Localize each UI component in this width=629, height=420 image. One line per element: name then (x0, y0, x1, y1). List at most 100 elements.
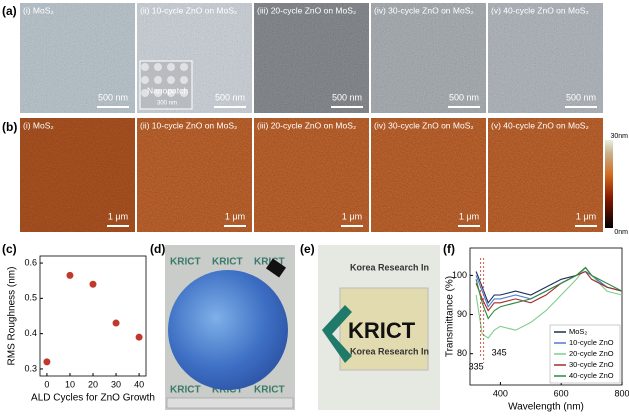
nanopatch-dot (154, 76, 162, 84)
x-axis-label: ALD Cycles for ZnO Growth (31, 393, 155, 404)
image-title: (iii) 20-cycle ZnO on MoS₂ (257, 120, 356, 130)
photo-text: KRICT (212, 385, 243, 396)
colorbar-max: 30nm (610, 133, 628, 140)
afm-shade (20, 118, 135, 232)
colorbar (605, 140, 613, 228)
clamp (266, 258, 286, 278)
plot-frame (39, 255, 147, 377)
photo-text: KRICT (170, 257, 201, 268)
series-line (475, 270, 623, 312)
photo-text: Korea Research In (350, 346, 429, 356)
wafer (168, 270, 288, 390)
point (43, 358, 51, 366)
y-tick-label: 0.3 (24, 363, 37, 373)
afm-image (371, 118, 486, 232)
afm-image (137, 118, 252, 232)
nanopatch-dot (180, 76, 188, 84)
scale-bar-label: 1 μm (225, 211, 245, 221)
nanopatch-dot (167, 76, 175, 84)
photo-text: KRICT (212, 257, 243, 268)
image-title: (iii) 20-cycle ZnO on MoS₂ (257, 5, 356, 15)
film (339, 287, 429, 371)
x-tick-label: 10 (65, 379, 75, 389)
colorbar-min: 0nm (614, 229, 628, 236)
afm-shade (488, 118, 603, 232)
legend-entry: 40-cycle ZnO (569, 371, 614, 380)
y-tick-label: 80 (457, 348, 467, 358)
nanopatch-dot (141, 89, 149, 97)
y-axis-label: RMS Roughness (nm) (7, 267, 18, 366)
series-line (475, 266, 623, 320)
legend-entry: 20-cycle ZnO (569, 349, 614, 358)
image-title: (v) 40-cycle ZnO on MoS₂ (491, 120, 589, 130)
afm-image (254, 118, 369, 232)
photo-text: KRICT (348, 318, 416, 343)
y-axis-label: Transmittance (%) (445, 276, 456, 357)
y-tick-label: 0.4 (24, 328, 37, 338)
image-title: (i) MoS₂ (23, 120, 54, 130)
photo-text: KRICT (254, 257, 285, 268)
y-tick-label: 100 (452, 270, 467, 280)
nanopatch-dot (154, 89, 162, 97)
sem-shade (488, 3, 603, 113)
legend-entry: MoS₂ (569, 327, 587, 336)
sem-shade (371, 3, 486, 113)
scale-bar-label: 500 nm (449, 92, 479, 102)
panel-label: (c) (2, 242, 17, 256)
y-tick-label: 0.6 (24, 257, 37, 267)
x-tick-label: 0 (44, 379, 49, 389)
ruler (166, 397, 294, 409)
scale-bar-label: 1 μm (342, 211, 362, 221)
y-tick-label: 0.5 (24, 293, 37, 303)
scale-bar-label: 1 μm (576, 211, 596, 221)
logo-shape (322, 305, 352, 363)
panel-label: (f) (443, 242, 455, 256)
x-tick-label: 800 (614, 388, 629, 398)
image-title: (iv) 30-cycle ZnO on MoS₂ (374, 5, 474, 15)
inset-label: Nanopatch (147, 85, 188, 95)
scale-bar-label: 500 nm (332, 92, 362, 102)
image-title: (ii) 10-cycle ZnO on MoS₂ (140, 120, 237, 130)
point (112, 319, 120, 327)
image-title: (v) 40-cycle ZnO on MoS₂ (491, 5, 589, 15)
point (89, 280, 97, 288)
photo-text: KRICT (170, 385, 201, 396)
x-tick-label: 30 (111, 379, 121, 389)
y-tick-label: 90 (457, 309, 467, 319)
point (66, 271, 74, 279)
nanopatch-dot (167, 63, 175, 71)
nanopatch-dot (180, 63, 188, 71)
panel-label: (e) (300, 242, 315, 256)
x-tick-label: 20 (88, 379, 98, 389)
scale-bar-label: 500 nm (566, 92, 596, 102)
afm-shade (254, 118, 369, 232)
nanopatch-dot (141, 63, 149, 71)
photo-text: KRICT (254, 385, 285, 396)
scale-bar-label: 500 nm (98, 92, 128, 102)
x-tick-label: 400 (493, 388, 508, 398)
panel-label: (b) (2, 120, 17, 134)
afm-shade (137, 118, 252, 232)
scale-bar-label: 500 nm (215, 92, 245, 102)
annotation: 335 (469, 361, 484, 371)
annotation: 345 (492, 347, 507, 357)
legend-entry: 30-cycle ZnO (569, 360, 614, 369)
sem-shade (254, 3, 369, 113)
image-title: (iv) 30-cycle ZnO on MoS₂ (374, 120, 474, 130)
afm-shade (371, 118, 486, 232)
image-title: (ii) 10-cycle ZnO on MoS₂ (140, 5, 237, 15)
scale-bar-label: 1 μm (459, 211, 479, 221)
x-tick-label: 40 (134, 379, 144, 389)
nanopatch-dot (167, 89, 175, 97)
x-axis-label: Wavelength (nm) (508, 402, 584, 413)
inset-scale: 300 nm (157, 101, 177, 107)
point (135, 333, 143, 341)
image-title: (i) MoS₂ (23, 5, 54, 15)
content: (a) (b) (c) (d) (e) (f) (i) MoS₂ 500 nm (ii) 10-… (2, 3, 629, 413)
panel-label: (d) (150, 242, 165, 256)
nanopatch-dot (180, 89, 188, 97)
photo-text: Korea Research In (350, 262, 429, 272)
series-line (475, 266, 623, 304)
x-tick-label: 600 (554, 388, 569, 398)
